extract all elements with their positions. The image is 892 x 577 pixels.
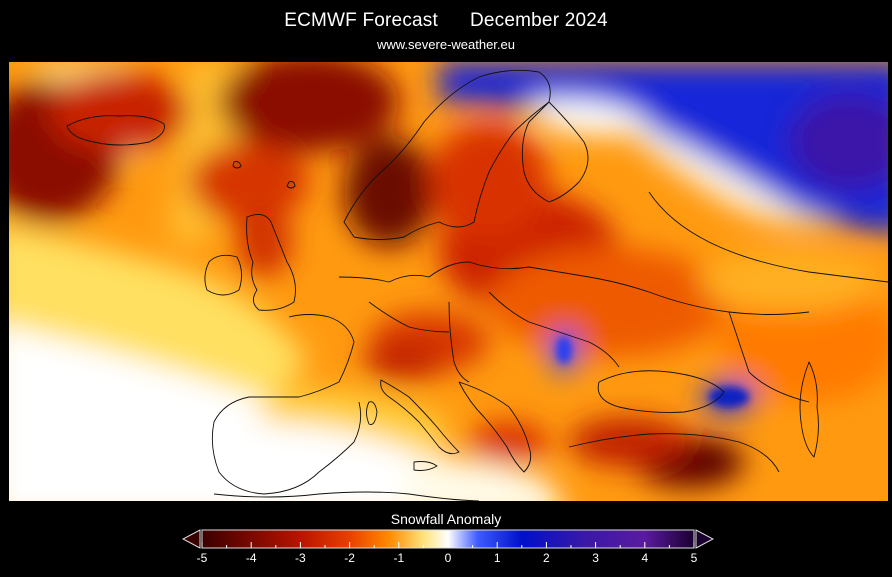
colorbar-tick-label: 4 [641, 551, 649, 565]
colorbar-tick-label: -5 [196, 551, 208, 565]
anomaly-field [9, 62, 888, 501]
colorbar-min-arrow [181, 529, 201, 549]
colorbar-tick-label: -1 [393, 551, 405, 565]
map-header: ECMWF Forecast December 2024 www.severe-w… [0, 0, 892, 62]
colorbar-tick-label: 1 [493, 551, 501, 565]
colorbar-tick-label: -4 [245, 551, 257, 565]
legend-title: Snowfall Anomaly [390, 511, 502, 527]
colorbar-tick-label: -2 [344, 551, 355, 565]
title-row: ECMWF Forecast December 2024 [0, 10, 892, 32]
coastlines [66, 69, 888, 501]
colorbar-tick-labels: -5 -4 -3 -2 -1 0 1 2 3 4 5 [0, 551, 892, 567]
colorbar-tick-label: 5 [690, 551, 698, 565]
colorbar-tick-label: -3 [295, 551, 306, 565]
forecast-period: December 2024 [469, 10, 608, 31]
colorbar-tick-label: 2 [543, 551, 550, 565]
colorbar-max-arrow [695, 529, 715, 549]
colorbar-tick-label: 0 [444, 551, 452, 565]
anomaly-map [9, 62, 888, 501]
colorbar-tick-label: 3 [592, 551, 599, 565]
colorbar [181, 529, 715, 551]
source-url: www.severe-weather.eu [376, 37, 515, 52]
map-svg [9, 62, 888, 501]
forecast-title: ECMWF Forecast [284, 10, 438, 31]
